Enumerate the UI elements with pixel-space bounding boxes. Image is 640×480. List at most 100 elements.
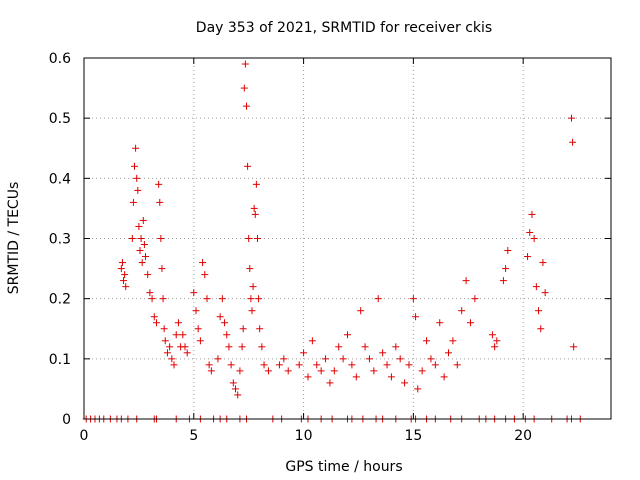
- data-point: [252, 180, 260, 188]
- data-point: [250, 204, 258, 212]
- data-point: [132, 144, 140, 152]
- data-point: [148, 295, 156, 303]
- data-point: [409, 295, 417, 303]
- data-point: [140, 241, 148, 249]
- data-point: [280, 355, 288, 363]
- plot-frame: [83, 57, 612, 420]
- data-point: [335, 343, 343, 351]
- data-point: [128, 235, 136, 242]
- data-point: [207, 367, 215, 375]
- data-point: [539, 259, 547, 267]
- grid: [84, 58, 611, 419]
- data-point: [504, 247, 512, 255]
- data-point: [227, 361, 235, 369]
- data-point: [453, 361, 461, 369]
- data-point: [194, 325, 202, 333]
- data-point: [240, 84, 248, 92]
- data-point: [199, 259, 207, 267]
- data-point: [168, 355, 176, 363]
- data-point: [412, 313, 420, 321]
- data-point: [383, 361, 391, 369]
- data-point: [157, 235, 165, 242]
- data-point: [530, 235, 538, 242]
- data-point: [317, 367, 325, 375]
- data-point: [117, 265, 125, 273]
- data-point: [120, 277, 128, 285]
- data-point: [221, 319, 229, 327]
- data-point: [232, 385, 240, 393]
- data-point: [216, 313, 224, 321]
- data-point: [295, 361, 303, 369]
- y-tick-label: 0.4: [49, 171, 71, 187]
- x-tick-label: 5: [189, 428, 198, 444]
- data-point: [423, 337, 431, 345]
- data-point: [256, 325, 264, 333]
- data-point: [238, 343, 246, 351]
- data-point: [247, 295, 255, 303]
- data-point: [150, 313, 158, 321]
- data-point: [449, 337, 457, 345]
- data-point: [365, 355, 373, 363]
- data-point: [170, 361, 178, 369]
- data-point: [344, 331, 351, 339]
- data-point: [414, 385, 422, 393]
- data-point: [499, 277, 507, 285]
- data-point: [201, 271, 209, 279]
- data-point: [493, 337, 501, 345]
- y-tick-label: 0.5: [49, 111, 71, 127]
- data-point: [308, 337, 316, 345]
- data-point: [348, 361, 356, 369]
- data-point: [244, 162, 252, 170]
- data-point: [239, 325, 247, 333]
- data-point: [427, 355, 435, 363]
- y-axis-title: SRMTID / TECUs: [6, 182, 22, 295]
- data-point: [330, 367, 338, 375]
- data-point: [137, 235, 145, 242]
- data-point: [392, 343, 400, 351]
- data-point: [179, 331, 187, 339]
- x-tick-label: 20: [514, 428, 532, 444]
- data-point: [146, 289, 154, 297]
- data-point: [253, 235, 261, 242]
- data-point: [196, 337, 204, 345]
- data-point: [535, 307, 543, 315]
- data-point: [214, 355, 222, 363]
- x-axis-title: GPS time / hours: [285, 459, 402, 475]
- data-point: [326, 379, 334, 387]
- data-point: [258, 343, 266, 351]
- data-point: [458, 307, 466, 315]
- data-point: [234, 391, 242, 399]
- data-point: [502, 265, 510, 273]
- data-point: [387, 373, 395, 381]
- data-point: [174, 319, 182, 327]
- data-point: [541, 289, 549, 297]
- data-points: [82, 60, 584, 423]
- axis-ticks: 0 5 10 15 20 0 0.1 0.2 0.3 0.4 0.5 0.6: [49, 51, 611, 444]
- data-point: [396, 355, 404, 363]
- data-point: [275, 361, 283, 369]
- data-point: [251, 210, 259, 218]
- data-point: [524, 253, 532, 261]
- data-point: [158, 265, 166, 273]
- data-point: [223, 331, 231, 339]
- y-tick-label: 0.1: [49, 352, 71, 368]
- data-point: [135, 222, 143, 230]
- data-point: [322, 355, 330, 363]
- data-point: [245, 235, 253, 242]
- data-point: [526, 228, 534, 236]
- data-point: [361, 343, 369, 351]
- data-point: [121, 271, 129, 279]
- data-point: [401, 379, 409, 387]
- data-point: [255, 295, 263, 303]
- data-point: [284, 367, 292, 375]
- data-point: [172, 331, 180, 339]
- data-point: [144, 271, 152, 279]
- data-point: [155, 180, 163, 188]
- data-point: [462, 277, 470, 285]
- data-point: [159, 295, 167, 303]
- data-point: [379, 349, 387, 357]
- data-point: [374, 295, 382, 303]
- data-point: [225, 343, 233, 351]
- y-tick-label: 0.3: [49, 232, 71, 248]
